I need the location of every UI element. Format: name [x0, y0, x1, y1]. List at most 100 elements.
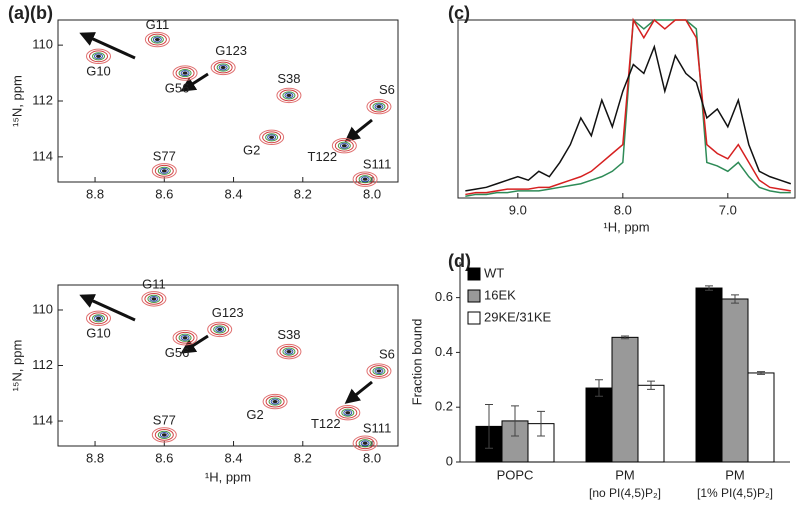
legend-swatch: [467, 311, 481, 325]
peak-contour: [178, 333, 192, 342]
x-tick-label: 8.4: [225, 450, 243, 465]
peak-contour: [268, 397, 282, 406]
y-tick-label: 0.2: [435, 399, 453, 414]
peak-contour: [89, 50, 109, 63]
bar: [611, 336, 639, 463]
peak-contour: [141, 291, 167, 307]
spectrum-line: [465, 18, 791, 197]
panel-label: (d): [448, 251, 471, 271]
spectrum-line: [465, 17, 791, 196]
error-bar: [595, 379, 603, 397]
peak-contour: [335, 404, 361, 421]
peak-label: G10: [86, 326, 111, 341]
peak-label: G11: [142, 276, 166, 291]
peak-label: T122: [311, 416, 341, 431]
peak: [341, 144, 347, 148]
peak-contour: [207, 321, 233, 338]
bar: [585, 387, 613, 463]
peak-contour: [180, 334, 190, 341]
peak-label: G2: [246, 407, 263, 422]
peak-contour: [94, 53, 104, 60]
peak-contour: [374, 368, 384, 374]
peak-contour: [372, 366, 386, 376]
bar: [747, 372, 775, 463]
y-tick-label: 112: [32, 357, 53, 372]
peak-contour: [147, 294, 161, 303]
peak: [286, 350, 292, 354]
y-tick-label: 114: [32, 412, 53, 427]
peak-contour: [147, 33, 167, 46]
peak-contour: [175, 331, 195, 344]
peak-contour: [94, 315, 104, 322]
legend-label: 16EK: [484, 287, 516, 302]
peak-contour: [372, 102, 386, 111]
panel-label: (a): [8, 3, 30, 23]
x-tick-label: 8.0: [363, 450, 381, 465]
peak-contour: [369, 100, 389, 113]
peak-label: S38: [277, 327, 300, 342]
peak: [269, 135, 275, 139]
arrows: [79, 32, 373, 404]
x-tick-sublabel: [1% PI(4,5)P₂]: [697, 486, 773, 500]
peak-contour: [352, 435, 378, 451]
peak-contour: [284, 348, 294, 355]
peak-contour: [215, 326, 225, 333]
peak-contour: [267, 134, 277, 141]
peak-contour: [259, 129, 285, 146]
peak: [151, 297, 157, 301]
peak-contour: [178, 68, 192, 78]
peak: [376, 369, 382, 373]
panel-label: (b): [30, 3, 53, 23]
legend-swatch: [467, 289, 481, 303]
peak-label: G123: [212, 305, 244, 320]
peak-contour: [276, 343, 302, 360]
peak-contour: [341, 408, 355, 417]
x-axis-label: ¹H, ppm: [205, 469, 251, 484]
y-tick-label: 0.6: [435, 289, 453, 304]
peak-contour: [360, 176, 370, 183]
x-tick-label: 8.8: [86, 186, 104, 201]
peak-contour: [210, 59, 236, 76]
peak-contour: [270, 398, 280, 405]
y-tick-label: 110: [32, 37, 53, 52]
peak: [161, 433, 167, 437]
peak-contour: [262, 393, 288, 410]
error-bar: [485, 403, 493, 449]
peak-contour: [284, 92, 294, 99]
y-axis-label: Fraction bound: [409, 319, 424, 406]
peak-label: G11: [146, 17, 170, 32]
peak: [286, 93, 292, 98]
peak: [272, 399, 278, 404]
x-tick-label: 8.6: [155, 186, 173, 201]
peak-contour: [150, 35, 164, 44]
peak: [220, 65, 226, 70]
peak-label: G56: [165, 81, 190, 96]
x-tick-label: 8.2: [294, 186, 312, 201]
x-tick-label: 8.0: [363, 186, 381, 201]
x-tick-label: 7.0: [719, 202, 737, 217]
bar: [695, 287, 723, 463]
peak-contour: [172, 65, 198, 81]
peak: [345, 411, 351, 415]
peak-label: S6: [379, 346, 395, 361]
y-tick-label: 110: [32, 301, 53, 316]
x-tick-label: PM: [725, 467, 745, 482]
peak-contour: [157, 166, 171, 175]
peak-contour: [210, 323, 230, 336]
peak: [362, 177, 368, 181]
error-bar: [705, 285, 713, 291]
peak-contour: [265, 395, 285, 408]
x-tick-label: 8.8: [86, 450, 104, 465]
peak-contour: [358, 439, 372, 448]
legend-swatch: [467, 267, 481, 281]
peak-label: G123: [215, 43, 247, 58]
x-tick-label: 8.2: [294, 450, 312, 465]
peak-contour: [276, 87, 302, 104]
peak-contour: [89, 312, 109, 325]
peak-label: S77: [153, 412, 176, 427]
peak-contour: [355, 437, 375, 450]
x-tick-label: 9.0: [509, 202, 527, 217]
y-axis-label: ¹⁵N, ppm: [9, 340, 24, 392]
peak-label: G10: [86, 64, 111, 79]
y-tick-label: 114: [32, 148, 53, 163]
